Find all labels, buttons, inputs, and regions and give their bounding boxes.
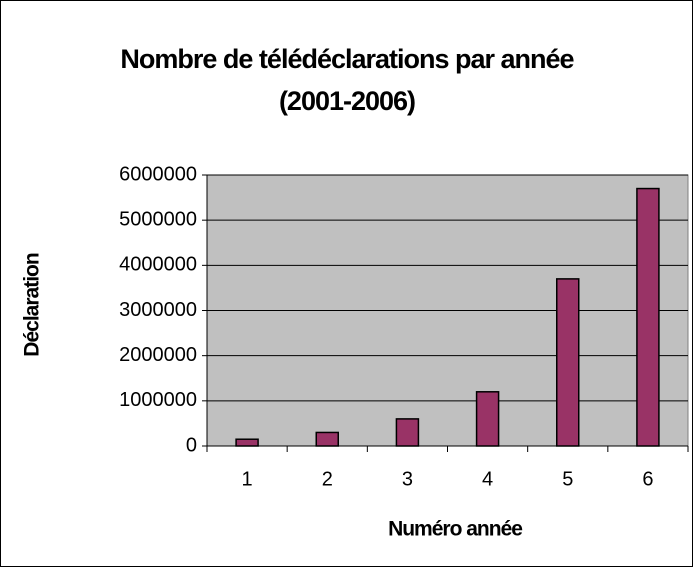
x-tick-label: 5 [562, 468, 573, 490]
y-tick-label: 2000000 [119, 344, 197, 366]
y-tick-label: 6000000 [119, 163, 197, 185]
bar [315, 431, 339, 447]
chart-title: Nombre de télédéclarations par année (20… [120, 44, 574, 116]
bar [395, 418, 420, 447]
bar [235, 438, 259, 447]
bar [475, 391, 500, 447]
y-tick-label: 1000000 [119, 389, 197, 411]
y-axis-label: Déclaration [21, 253, 44, 357]
bar [556, 278, 580, 447]
x-tick-label: 6 [642, 468, 653, 490]
x-tick-label: 4 [482, 468, 493, 490]
bar [636, 187, 660, 447]
x-tick-label: 3 [402, 468, 413, 490]
y-tick-label: 0 [186, 434, 197, 456]
x-tick-label: 2 [322, 468, 333, 490]
x-axis-label: Numéro année [388, 518, 522, 541]
y-tick-label: 3000000 [119, 299, 197, 321]
y-tick-label: 5000000 [119, 208, 197, 230]
x-tick-label: 1 [242, 468, 253, 490]
y-tick-label: 4000000 [119, 254, 197, 276]
